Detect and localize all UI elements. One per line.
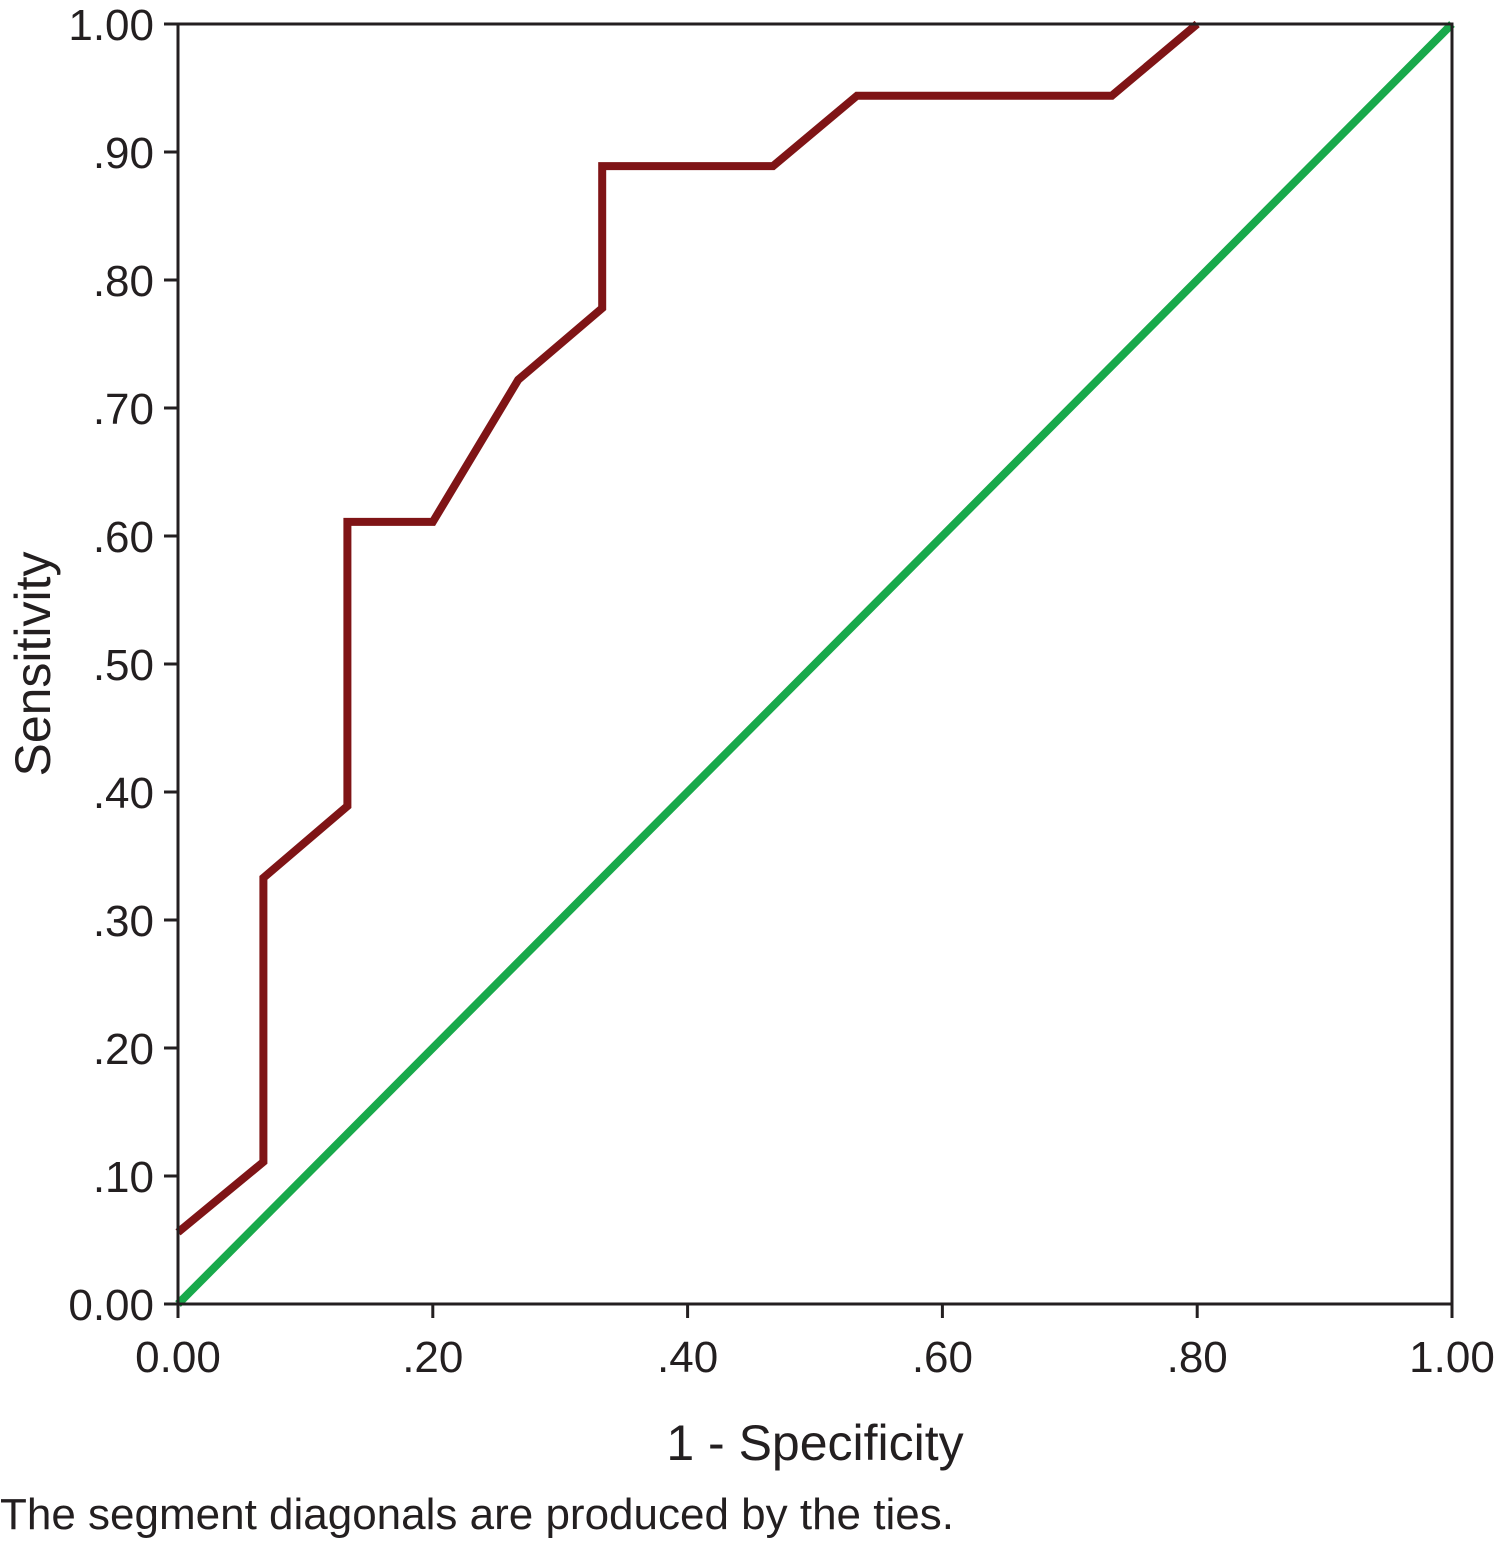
- plot-frame: [176, 22, 1454, 1306]
- y-tick-label: 0.00: [68, 1281, 154, 1330]
- y-tick-label: .80: [93, 257, 154, 306]
- roc-curve-line: [175, 20, 1200, 1236]
- x-tick-label: .60: [912, 1333, 973, 1382]
- y-tick-label: .60: [93, 513, 154, 562]
- x-tick-label: .40: [657, 1333, 718, 1382]
- y-tick-label: .40: [93, 769, 154, 818]
- x-tick-label: .20: [402, 1333, 463, 1382]
- y-tick-label: .20: [93, 1025, 154, 1074]
- y-tick-label: .30: [93, 897, 154, 946]
- y-tick-label: 1.00: [68, 1, 154, 50]
- y-tick-label: .50: [93, 641, 154, 690]
- y-tick-label: .90: [93, 129, 154, 178]
- label-group: 0.00 .10 .20 .30 .40 .50 .60 .70 .80 .90 1.00 0.00.…: [68, 1, 1494, 1382]
- y-tick-label: .70: [93, 385, 154, 434]
- tick-group: [164, 22, 1454, 1318]
- x-tick-label: 0.00: [135, 1333, 221, 1382]
- footnote: The segment diagonals are produced by th…: [0, 1490, 954, 1539]
- reference-diagonal-line: [175, 21, 1455, 1307]
- x-tick-label: 1.00: [1409, 1333, 1495, 1382]
- x-axis-title: 1 - Specificity: [666, 1415, 963, 1471]
- series-group: [175, 20, 1455, 1307]
- y-tick-label: .10: [93, 1153, 154, 1202]
- x-tick-label: .80: [1167, 1333, 1228, 1382]
- y-axis-title: Sensitivity: [5, 551, 61, 776]
